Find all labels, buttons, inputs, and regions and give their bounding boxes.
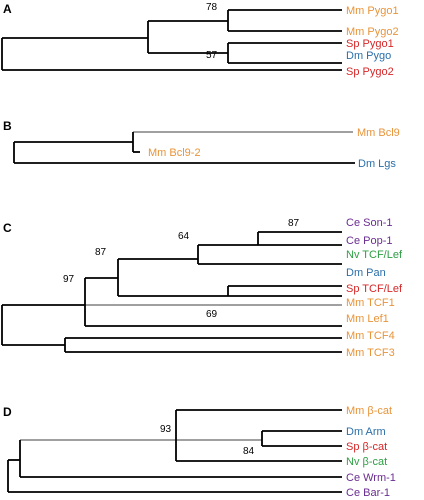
bootstrap-value: 87	[95, 247, 107, 258]
taxon-label: Mm Bcl9	[357, 127, 400, 139]
tree-c-branches	[1, 231, 342, 353]
taxon-label: Sp β-cat	[346, 441, 387, 453]
taxon-label: Nv β-cat	[346, 456, 387, 468]
taxon-label: Mm Pygo2	[346, 26, 399, 38]
taxon-label: Mm Bcl9-2	[148, 147, 201, 159]
taxon-label: Ce Wrm-1	[346, 472, 396, 484]
tree-a-branches	[1, 9, 342, 71]
bootstrap-value: 78	[206, 2, 218, 13]
bootstrap-value: 57	[206, 50, 218, 61]
panel-d: D 93 84 Mm β-cat Dm Arm Sp β-cat Nv β-ca…	[3, 405, 396, 499]
bootstrap-value: 84	[243, 446, 255, 457]
bootstrap-value: 64	[178, 231, 190, 242]
taxon-label: Dm Arm	[346, 426, 386, 438]
taxon-label: Dm Pan	[346, 267, 386, 279]
panel-b: B Mm Bcl9 Mm Bcl9-2 Dm Lgs	[3, 119, 400, 170]
taxon-label: Ce Bar-1	[346, 487, 390, 499]
bootstrap-value: 97	[63, 274, 75, 285]
bootstrap-value: 93	[160, 424, 172, 435]
taxon-label: Mm TCF1	[346, 297, 395, 309]
bootstrap-value: 69	[206, 309, 218, 320]
taxon-label: Dm Pygo	[346, 50, 391, 62]
taxon-label: Ce Pop-1	[346, 235, 392, 247]
tree-d-branches	[7, 409, 342, 493]
taxon-label: Sp Pygo1	[346, 38, 394, 50]
taxon-label: Mm TCF3	[346, 347, 395, 359]
panel-c: C	[1, 217, 403, 359]
taxon-label: Dm Lgs	[358, 158, 396, 170]
panel-letter-a: A	[3, 2, 12, 16]
taxon-label: Ce Son-1	[346, 217, 392, 229]
taxon-label: Mm β-cat	[346, 405, 392, 417]
panel-letter-b: B	[3, 119, 12, 133]
tree-b-branches	[13, 131, 355, 164]
taxon-label: Sp Pygo2	[346, 66, 394, 78]
taxon-label: Nv TCF/Lef	[346, 249, 403, 261]
taxon-label: Mm Pygo1	[346, 5, 399, 17]
bootstrap-value: 87	[288, 218, 300, 229]
panel-letter-c: C	[3, 221, 12, 235]
taxon-label: Mm Lef1	[346, 313, 389, 325]
taxon-label: Mm TCF4	[346, 330, 395, 342]
panel-letter-d: D	[3, 405, 12, 419]
taxon-label: Sp TCF/Lef	[346, 283, 403, 295]
panel-a: A 78 57 Mm Pygo1 Mm Pygo2 Sp Pygo1 Dm Py…	[1, 2, 399, 78]
